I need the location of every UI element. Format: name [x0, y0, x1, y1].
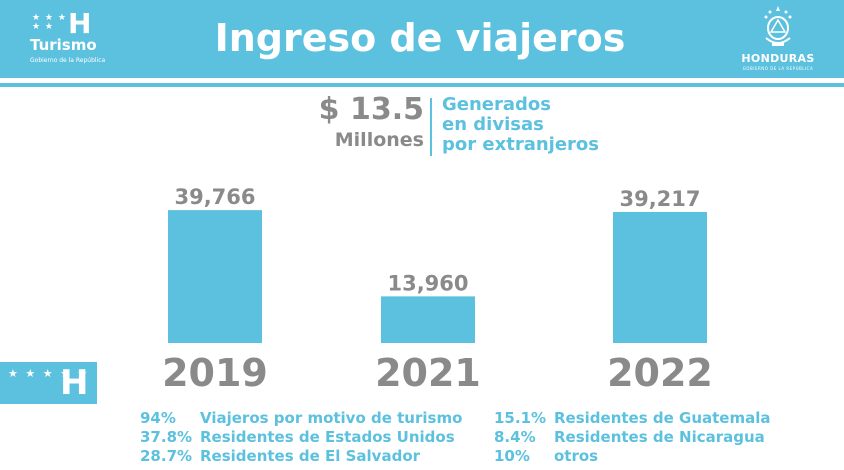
- turismo-name: Turismo: [30, 36, 97, 54]
- bar-value-label: 39,217: [619, 187, 700, 211]
- stat-label: Residentes de Guatemala: [554, 409, 771, 427]
- stat-percent: 28.7%: [140, 447, 193, 465]
- stat-row: 10% otros: [494, 447, 770, 466]
- honduras-name: HONDURAS: [741, 52, 815, 65]
- revenue-amount-block: $ 13.5 Millones: [300, 92, 424, 152]
- summary-divider: [430, 98, 432, 156]
- stars-icon: ★ ★ ★ ★ ★: [32, 13, 67, 32]
- stat-percent: 37.8%: [140, 428, 193, 446]
- stat-row: 28.7% Residentes de El Salvador: [140, 447, 462, 466]
- stat-label: Viajeros por motivo de turismo: [200, 409, 463, 427]
- revenue-description-line: por extranjeros: [442, 134, 599, 155]
- bar-2022: [613, 211, 707, 343]
- stat-label: Residentes de Nicaragua: [554, 428, 765, 446]
- year-label: 2019: [162, 351, 268, 395]
- year-label: 2021: [375, 351, 481, 395]
- stat-percent: 10%: [494, 447, 530, 465]
- stars-icon: ★ ★ ★ ★ ★: [8, 367, 90, 380]
- turismo-logo: ★ ★ ★ ★ ★ H Turismo Gobierno de la Repúb…: [30, 8, 140, 70]
- stats-right-column: 15.1% Residentes de Guatemala 8.4% Residen…: [494, 409, 770, 466]
- stat-row: 15.1% Residentes de Guatemala: [494, 409, 770, 428]
- honduras-flag-badge: ★ ★ ★ ★ ★ H: [0, 362, 97, 404]
- travelers-bar-chart: 39,766 2019 13,960 2021 39,217 2022: [162, 185, 713, 395]
- stat-percent: 15.1%: [494, 409, 547, 427]
- stat-row: 37.8% Residentes de Estados Unidos: [140, 428, 462, 447]
- stat-row: 8.4% Residentes de Nicaragua: [494, 428, 770, 447]
- honduras-subtitle: GOBIERNO DE LA REPÚBLICA: [742, 66, 814, 71]
- honduras-logo: HONDURAS GOBIERNO DE LA REPÚBLICA: [736, 4, 820, 74]
- stat-label: Residentes de El Salvador: [200, 447, 421, 465]
- stat-percent: 94%: [140, 409, 176, 427]
- turismo-subtitle: Gobierno de la República: [30, 57, 106, 64]
- bar-2021: [381, 296, 475, 343]
- year-label: 2022: [607, 351, 713, 395]
- stat-row: 94% Viajeros por motivo de turismo: [140, 409, 462, 428]
- revenue-unit: Millones: [334, 129, 424, 151]
- revenue-description: Generados en divisas por extranjeros: [442, 95, 599, 155]
- h-logo-letter: H: [68, 7, 92, 40]
- stats-left-column: 94% Viajeros por motivo de turismo 37.8% R…: [140, 409, 462, 466]
- revenue-description-line: Generados: [442, 94, 551, 115]
- stat-percent: 8.4%: [494, 428, 536, 446]
- stat-label: Residentes de Estados Unidos: [200, 428, 455, 446]
- revenue-description-line: en divisas: [442, 114, 544, 135]
- h-logo-letter: H: [60, 363, 89, 403]
- header-banner: ★ ★ ★ ★ ★ H Turismo Gobierno de la Repúb…: [0, 0, 844, 78]
- bar-2019: [168, 210, 262, 343]
- header-stripe: [0, 83, 844, 87]
- bar-value-label: 39,766: [174, 185, 255, 209]
- stat-label: otros: [554, 447, 599, 465]
- page-title: Ingreso de viajeros: [214, 16, 626, 60]
- bar-value-label: 13,960: [387, 271, 468, 295]
- revenue-amount: $ 13.5: [318, 92, 424, 127]
- coat-of-arms-icon: [764, 6, 792, 46]
